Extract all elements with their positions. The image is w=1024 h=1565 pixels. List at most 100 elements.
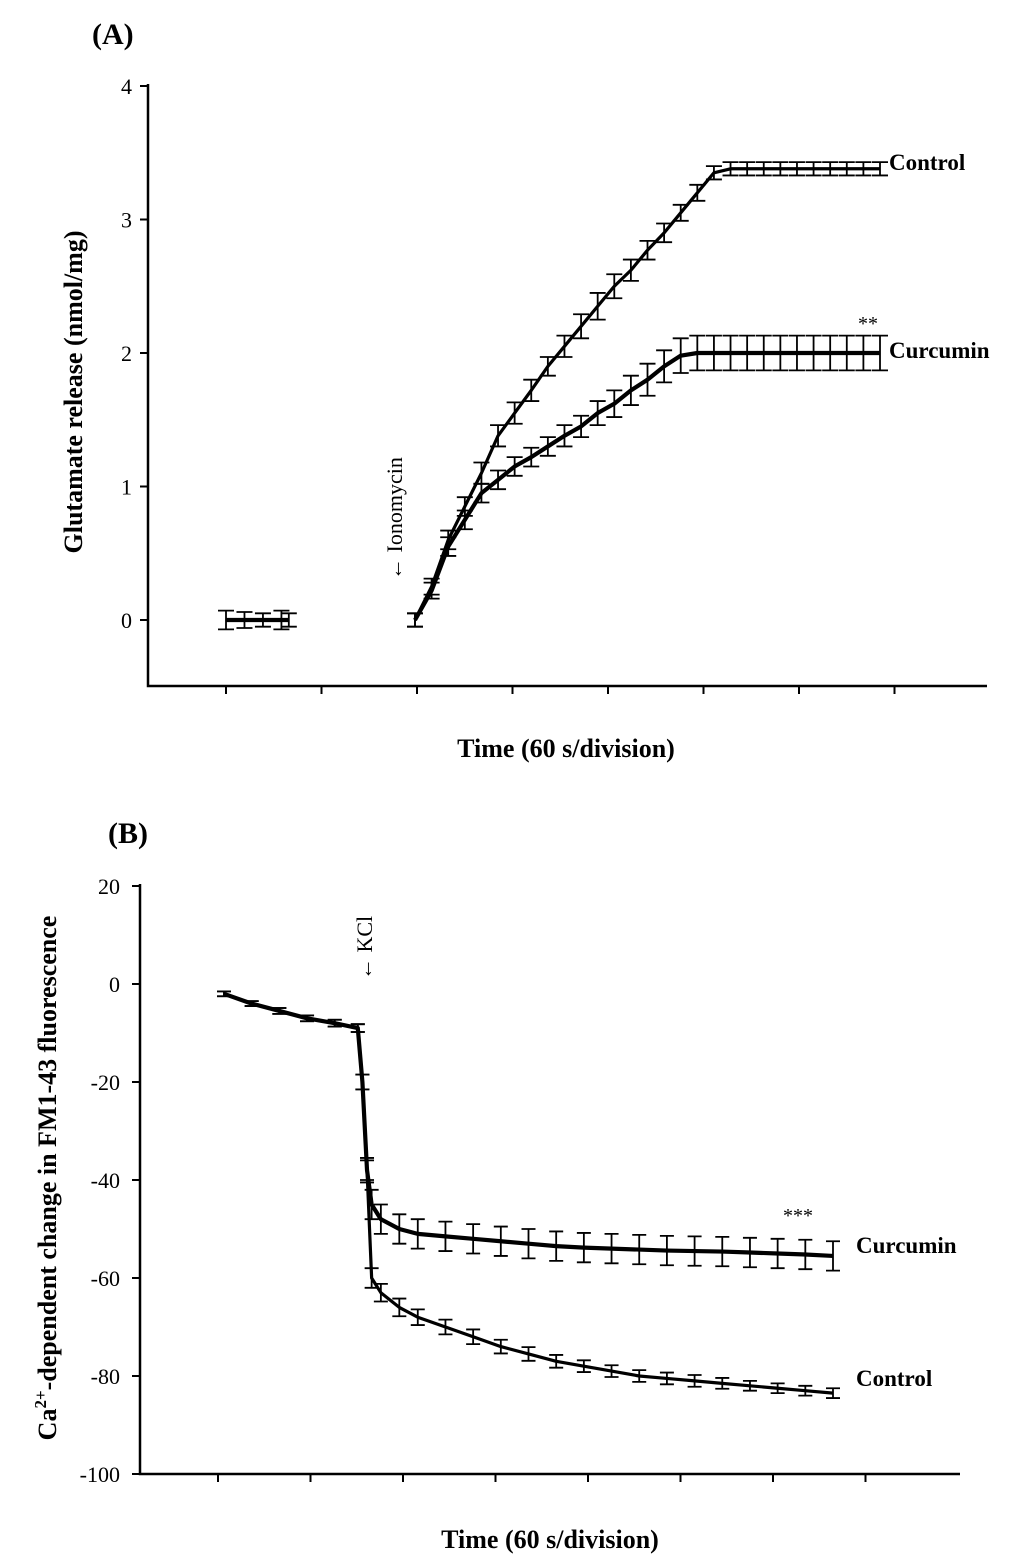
panel-a-control-error-bar [872,161,888,177]
panel-a-curcumin-error-bar [838,334,855,372]
panel-a-curcumin-error-bar [523,446,540,468]
panel-b-curcumin-error-bar [576,1232,591,1264]
panel-b-control-error-bar [549,1354,564,1369]
panel-b-legend-control: Control [856,1366,932,1391]
panel-a-curcumin-error-bar [705,334,722,372]
panel-a-label: (A) [92,18,134,51]
panel-b-control-error-bar [604,1364,619,1378]
panel-a-control-error-bar [705,165,722,181]
panel-a-curcumin-error-bar [490,469,507,491]
panel-b-curcumin-error-bar [687,1235,702,1267]
panel-a-legend-control: Control [889,150,965,175]
panel-a-curcumin-error-bar [656,349,673,384]
panel-a-control-error-bar [656,222,673,244]
panel-a-control-error-bar [855,161,872,177]
panel-a-control-error-bar [838,161,855,177]
panel-b-control-error-bar [327,1018,342,1028]
panel-b-y-tick-label: 0 [109,972,120,997]
panel-a-curcumin-error-bar [606,389,623,418]
panel-a-y-tick-label: 1 [121,475,132,500]
panel-b-y-tick-label: -100 [80,1462,120,1487]
panel-a-axes [146,84,987,688]
panel-a-control-error-bar [622,258,639,282]
panel-b-curcumin-error-bar [659,1234,674,1267]
panel-b-control-error-bar [355,1073,370,1091]
panel-b-control-error-bar [350,1023,365,1033]
panel-a-control-error-bar [473,461,490,485]
panel-a-curcumin-error-bar [788,334,805,372]
panel-a-curcumin-error-bar [589,400,606,426]
panel-b-x-title: Time (60 s/division) [441,1525,659,1554]
panel-a-control-error-bar [689,183,706,202]
panel-b-curcumin-error-bar [373,1203,388,1235]
panel-a: (A) 0 1 2 3 4 Glutamate release (nmol/mg) Ti… [59,18,990,763]
panel-b-y-title-superscript: 2+ [31,1390,50,1408]
panel-b-control-error-bar [632,1369,647,1383]
panel-b-series-curcumin [223,991,834,1259]
panel-a-y-tick-label: 3 [121,208,132,233]
panel-b-control-error-bar [687,1374,702,1388]
panel-a-curcumin-error-bar [872,334,888,372]
panel-a-curcumin-error-bar [473,482,490,504]
panel-b-curcumin-error-bar [826,1240,840,1272]
panel-b: (B) 20 0 -20 -40 -60 -80 -100 Ca2+-dependent c… [31,817,960,1554]
panel-b-y-title-main: -dependent change in FM1-43 fluorescence [33,916,62,1391]
panel-a-control-error-bar [772,161,789,177]
panel-a-curcumin-error-bar [556,424,573,448]
panel-a-control-error-bar [788,161,805,177]
panel-a-curcumin-error-bar [689,334,706,372]
panel-b-y-tick-label: -20 [91,1070,120,1095]
panel-b-control-error-bar [360,1159,375,1181]
panel-a-control-error-bar [805,161,822,177]
panel-b-legend-curcumin: Curcumin [856,1233,957,1258]
panel-a-control-error-bar [822,161,839,177]
panel-a-legend-curcumin: Curcumin [889,338,990,363]
panel-b-control-error-bar [217,990,231,998]
panel-b-control-error-bar [466,1328,481,1346]
panel-b-y-tick-label: -80 [91,1364,120,1389]
panel-b-curcumin-error-bar [798,1238,813,1271]
panel-b-y-tick-label: -60 [91,1266,120,1291]
panel-a-control-error-bar [490,424,507,448]
panel-b-control-error-bar [659,1371,674,1386]
panel-a-curcumin-error-bar [805,334,822,372]
panel-a-curcumin-error-bar [855,334,872,372]
panel-a-control-error-bar [506,401,523,425]
panel-b-curcumin-error-bar [742,1236,757,1269]
panel-a-curcumin-error-bar [539,436,556,457]
panel-a-y-tick-label: 2 [121,341,132,366]
panel-b-control-error-bar [364,1267,379,1289]
panel-b-y-tick-label: -40 [91,1168,120,1193]
panel-a-curcumin-error-bar [672,337,689,374]
panel-a-significance: ** [858,313,878,335]
panel-a-y-tick-label: 4 [121,74,132,99]
panel-a-control-error-bar [672,203,689,222]
panel-b-control-error-bar [715,1377,730,1390]
panel-a-control-error-bar [755,161,772,177]
panel-b-curcumin-error-bar [521,1228,536,1260]
panel-a-control-error-bar [606,273,623,300]
panel-a-curcumin-error-bar [822,334,839,372]
panel-b-control-error-bar [244,1000,259,1007]
panel-a-control-error-bar [523,378,540,402]
panel-a-control-error-bar [573,313,590,340]
panel-a-curcumin-error-bar [456,509,473,531]
panel-a-ionomycin-annotation: ← Ionomycin [382,457,407,580]
panel-b-kcl-annotation: ← KCl [352,916,377,980]
panel-b-control-error-bar [392,1297,407,1318]
panel-b-curcumin-error-bar [770,1237,785,1270]
panel-a-control-error-bar [722,161,739,177]
panel-b-control-error-bar [521,1346,536,1362]
panel-a-x-title: Time (60 s/division) [457,734,675,763]
panel-b-significance: *** [783,1205,813,1227]
panel-a-curcumin-error-bar [755,334,772,372]
panel-b-axes [138,884,960,1476]
panel-a-control-error-bar [556,334,573,358]
panel-b-curcumin-error-bar [438,1220,453,1252]
panel-a-curcumin-error-bar [423,581,440,600]
panel-a-curcumin-error-bar [440,536,457,557]
panel-a-y-tick-label: 0 [121,608,132,633]
panel-a-control-error-bar [739,161,756,177]
panel-b-series-control [223,992,834,1395]
